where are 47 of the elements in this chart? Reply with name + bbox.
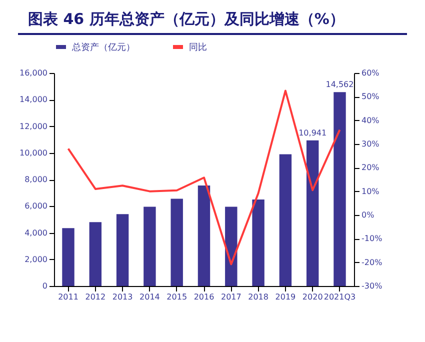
x-tick-label: 2013 xyxy=(112,292,133,302)
data-label: 14,562 xyxy=(326,80,354,90)
bar xyxy=(116,214,129,286)
bar xyxy=(334,92,346,286)
legend-label: 总资产（亿元） xyxy=(71,42,135,53)
legend-label: 同比 xyxy=(189,42,207,53)
y2-tick-label: -30% xyxy=(362,282,383,290)
y2-tick-label: 40% xyxy=(362,116,380,125)
bar xyxy=(89,222,102,286)
y-tick-label: 2,000 xyxy=(24,254,48,264)
data-label: 10,941 xyxy=(298,128,327,138)
bar xyxy=(198,185,210,286)
x-tick-label: 2011 xyxy=(58,292,78,302)
x-tick-label: 2017 xyxy=(220,292,242,302)
x-tick-label: 2015 xyxy=(166,292,188,302)
chart-title: 图表 46 历年总资产（亿元）及同比增速（%） xyxy=(18,10,407,35)
y2-tick-label: 60% xyxy=(362,68,380,78)
x-tick-label: 2012 xyxy=(85,292,106,302)
y2-tick-label: 10% xyxy=(362,186,380,196)
bar xyxy=(225,206,238,286)
y-tick-label: 4,000 xyxy=(24,228,48,238)
x-tick-label: 2021Q3 xyxy=(324,292,356,302)
y2-tick-label: 0% xyxy=(362,210,375,220)
y-tick-label: 6,000 xyxy=(24,202,48,211)
y2-tick-label: 30% xyxy=(362,140,380,148)
y2-tick-label: -20% xyxy=(362,258,383,267)
bar xyxy=(170,198,183,286)
bar xyxy=(279,154,292,286)
y2-tick-label: 20% xyxy=(362,163,380,172)
y-tick-label: 14,000 xyxy=(20,95,48,104)
y-tick-label: 0 xyxy=(42,282,48,290)
y-tick-label: 16,000 xyxy=(20,68,48,78)
y-tick-label: 10,000 xyxy=(20,148,48,158)
x-tick-label: 2020 xyxy=(302,292,323,302)
bar xyxy=(306,140,319,286)
x-tick-label: 2014 xyxy=(140,292,160,302)
bar xyxy=(62,228,74,286)
y2-tick-label: 50% xyxy=(362,92,380,102)
y-tick-label: 8,000 xyxy=(24,175,48,184)
y2-tick-label: -10% xyxy=(362,234,383,244)
x-tick-label: 2018 xyxy=(248,292,268,302)
bar xyxy=(252,199,264,286)
bar xyxy=(144,206,156,286)
y-tick-label: 12,000 xyxy=(20,122,48,131)
line-series xyxy=(67,90,341,266)
x-tick-label: 2016 xyxy=(194,292,214,302)
x-tick-label: 2019 xyxy=(275,292,296,302)
